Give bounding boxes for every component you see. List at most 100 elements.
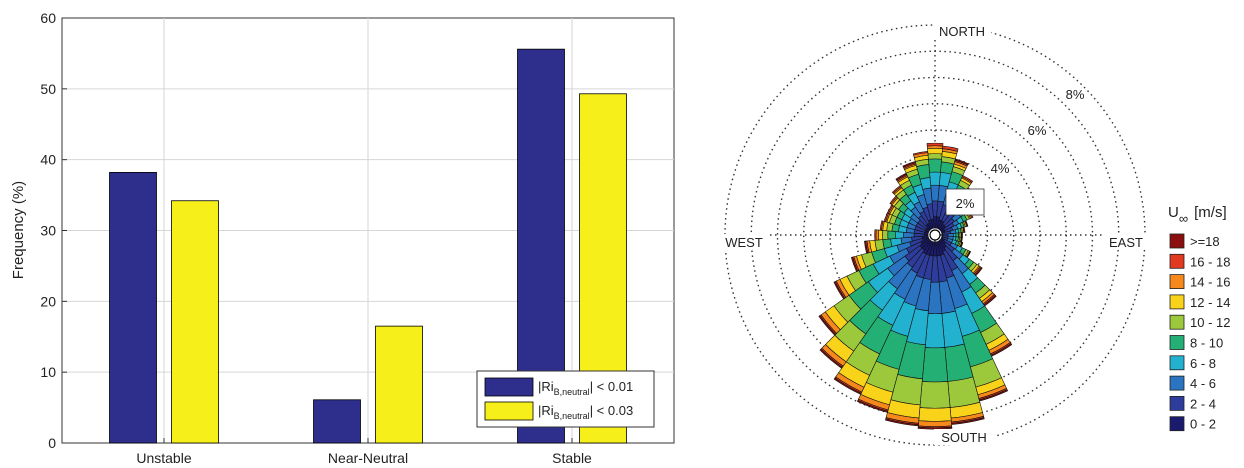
rose-sector-270-bin-7 [875,229,880,241]
legend-label-tail: | < 0.01 [590,379,634,394]
speed-legend-swatch [1169,395,1185,411]
rose-sector-180-bin-3 [924,313,946,349]
speed-legend-title-subscript: ∞ [1179,211,1188,226]
rose-sector-0-bin-8 [926,142,944,147]
y-tick-label: 0 [48,435,56,451]
bar-2-unstable [171,200,219,444]
rose-sector-280-bin-8 [879,220,884,231]
rose-sector-180-bin-7 [917,420,953,427]
direction-label-bg [933,23,991,39]
ring-label-4: 4% [991,161,1010,176]
rose-sector-210-bin-9 [833,377,862,395]
rose-sector-270-bin-6 [878,229,884,241]
y-axis-label: Frequency (%) [10,181,27,279]
rose-sector-200-bin-9 [856,399,889,413]
rose-sector-80-bin-8 [963,226,966,233]
bar-1-unstable [109,172,157,444]
rose-sector-260-bin-9 [864,240,869,254]
rose-sector-270-bin-8 [874,229,877,241]
x-tick-label: Unstable [136,450,191,466]
rose-sector-90-bin-3 [952,232,957,238]
direction-label-bg [1105,234,1147,250]
ring-label-6: 6% [1028,123,1047,138]
rose-sector-180-bin-4 [921,347,949,383]
speed-legend-label: 2 - 4 [1190,396,1216,411]
ring-labels: 2% 4% 6% 8% [945,87,1085,216]
speed-legend-swatch [1169,233,1185,249]
direction-label-bg [719,234,769,250]
rose-sector-230-bin-9 [818,315,837,336]
legend-label-subscript: B,neutral [554,387,590,397]
rose-sector-270-bin-3 [895,231,904,239]
y-tick-label: 60 [40,10,56,26]
rose-sector-220-bin-9 [819,348,843,369]
speed-legend-swatch [1169,375,1185,391]
rose-ring [776,76,1094,394]
rose-sector-180-bin-5 [919,381,951,409]
y-tick-label: 40 [40,152,56,168]
rose-sector-240-bin-9 [833,281,846,300]
rose-sector-0-bin-6 [927,148,943,155]
speed-legend-label: 12 - 14 [1190,295,1230,310]
rose-sector-10-bin-8 [942,145,959,152]
y-tick-label: 30 [40,223,56,239]
rose-sector-20-bin-9 [954,158,969,166]
x-tick-label: Stable [552,450,592,466]
legend-label-series-2: |RiB,neutral| < 0.03 [538,403,633,421]
direction-label-east: EAST [1109,235,1143,250]
legend-label-main: |Ri [538,379,554,394]
rose-sector-250-bin-9 [850,256,859,273]
rose-sector-350-bin-8 [912,150,929,156]
direction-label-west: WEST [725,235,763,250]
y-tick-label: 10 [40,364,56,380]
speed-legend: U∞ [m/s] >=18 16 - 18 14 - 16 12 - 14 10 - 12… [1168,204,1230,432]
bar-chart: 0 10 20 30 40 50 60 Unstable Near-Neutral Stable… [10,10,675,466]
y-tick-label: 50 [40,81,56,97]
rose-center [929,229,941,241]
bar-legend: |RiB,neutral| < 0.01 |RiB,neutral| < 0.0… [476,370,655,428]
speed-legend-label: 8 - 10 [1190,336,1223,351]
rose-sector-270-bin-4 [887,230,897,240]
speed-legend-swatch [1169,416,1185,432]
rose-sector-190-bin-9 [885,418,919,427]
rose-sector-270-bin-5 [882,230,889,240]
speed-legend-label: >=18 [1190,234,1220,249]
x-tick-labels: Unstable Near-Neutral Stable [136,450,592,466]
speed-legend-label: 14 - 16 [1190,275,1230,290]
y-tick-labels: 0 10 20 30 40 50 60 [40,10,56,451]
y-tick-label: 20 [40,293,56,309]
rose-sector-180-bin-9 [917,426,953,430]
rose-sector-90-bin-4 [955,232,959,238]
rose-sector-180-bin-6 [918,407,952,422]
speed-legend-label: 0 - 2 [1190,417,1216,432]
direction-label-south: SOUTH [941,430,987,445]
speed-legend-swatch [1169,314,1185,330]
direction-label-bg [934,429,994,445]
legend-swatch-series-2 [484,401,534,421]
rose-sector-30-bin-8 [961,175,974,183]
speed-legend-label: 16 - 18 [1190,254,1230,269]
x-tick-label: Near-Neutral [328,450,408,466]
ring-label-8: 8% [1066,87,1085,102]
legend-label-subscript: B,neutral [554,411,590,421]
speed-legend-swatch [1169,335,1185,350]
speed-legend-swatch [1169,253,1185,269]
bar-2-near-neutral [375,325,423,444]
legend-label-tail: | < 0.03 [590,403,634,418]
speed-legend-items: >=18 16 - 18 14 - 16 12 - 14 10 - 12 8 - 10 6 … [1169,233,1230,432]
rose-ring [881,181,989,289]
bar-1-near-neutral [313,399,361,444]
legend-label-main: |Ri [538,403,554,418]
speed-legend-swatch [1169,355,1185,371]
speed-legend-title: U∞ [m/s] [1168,204,1227,226]
rose-sector-0-bin-5 [927,153,943,160]
rose-sector-0-bin-4 [928,158,942,173]
speed-legend-label: 10 - 12 [1190,315,1230,330]
rose-sector-0-bin-3 [929,171,941,186]
legend-label-series-1: |RiB,neutral| < 0.01 [538,379,633,397]
ring-label-2: 2% [956,196,975,211]
direction-label-north: NORTH [939,24,985,39]
ring-label-bg [945,188,985,216]
rose-sectors [818,142,1013,430]
